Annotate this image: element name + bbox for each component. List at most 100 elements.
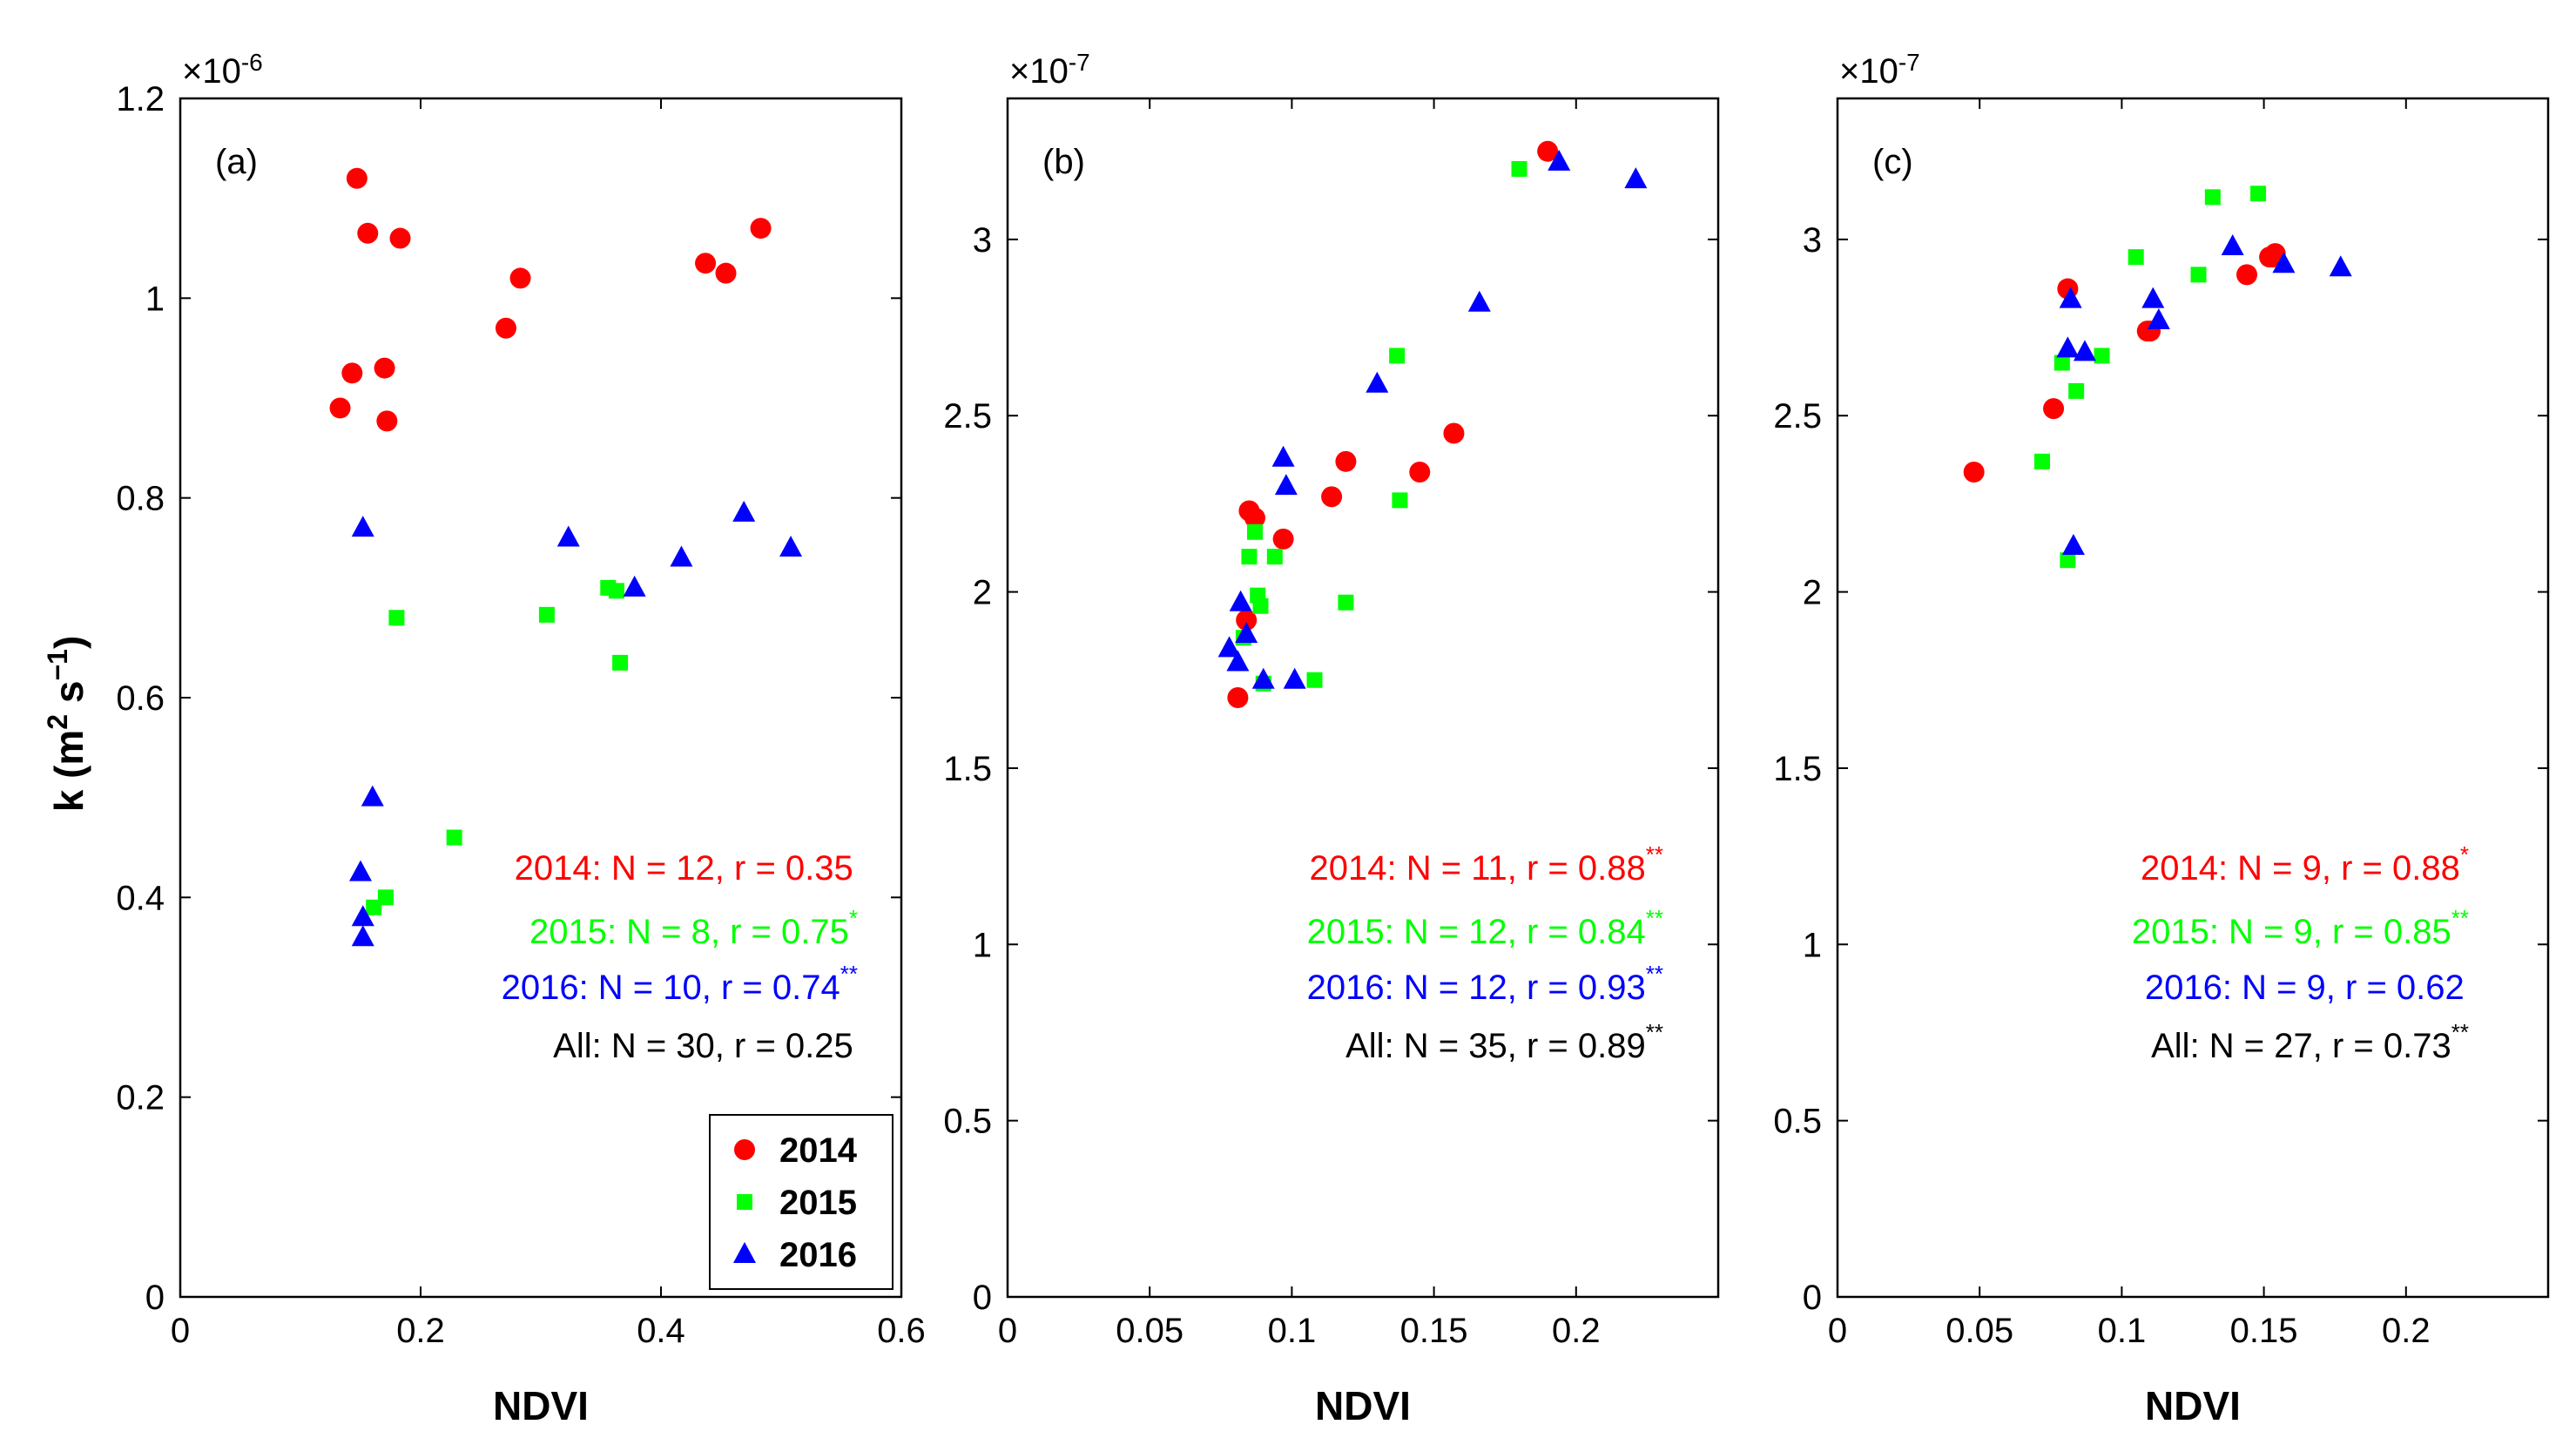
x-tick-label: 0.15 [2230,1312,2298,1350]
data-point-2016 [1283,667,1306,689]
data-point-2015 [1241,549,1258,565]
x-tick-label: 0.2 [396,1312,445,1350]
data-point-2016 [2147,307,2170,329]
data-point-2015 [446,829,462,846]
stat-annotation: 2015: N = 9, r = 0.85** [2132,905,2469,951]
x-tick-label: 0.1 [1268,1312,1317,1350]
legend-label-2014: 2014 [779,1131,858,1170]
y-tick-label: 2.5 [1773,397,1822,435]
legend-marker-2015 [737,1194,752,1210]
series-2014 [329,167,772,432]
data-point-2014 [1335,450,1357,472]
data-point-2016 [623,575,646,597]
data-point-2016 [361,785,384,807]
x-axis-label: NDVI [493,1383,589,1428]
data-point-2016 [2059,287,2082,308]
data-point-2014 [2236,264,2258,286]
data-point-2014 [1443,422,1465,444]
data-point-2016 [349,860,372,881]
x-tick-label: 0 [1828,1312,1847,1350]
data-point-2015 [2204,189,2221,206]
data-point-2015 [2060,552,2076,569]
x-tick-label: 0 [171,1312,190,1350]
data-point-2015 [2250,186,2267,202]
data-point-2014 [715,262,737,284]
data-point-2016 [670,545,693,567]
stat-annotation: 2014: N = 12, r = 0.35 [515,841,858,888]
stat-annotation: All: N = 27, r = 0.73** [2151,1019,2469,1065]
data-point-2014 [357,222,379,244]
legend-marker-2014 [734,1139,755,1160]
data-point-2014 [341,362,363,384]
data-point-2016 [1251,667,1275,689]
data-point-2014 [374,357,395,379]
data-point-2015 [2053,354,2070,371]
y-tick-label: 0.6 [116,679,165,718]
data-point-2014 [750,218,772,240]
data-point-2014 [695,253,717,274]
y-tick-label: 1.5 [943,750,992,788]
data-point-2014 [389,227,411,249]
data-point-2016 [1235,622,1258,644]
y-tick-label: 1 [145,280,165,318]
x-tick-label: 0.15 [1400,1312,1468,1350]
data-point-2016 [732,500,756,522]
legend-marker-2016 [733,1242,756,1263]
y-tick-label: 2.5 [943,397,992,435]
data-point-2015 [377,889,394,906]
data-point-2014 [1236,609,1258,631]
data-point-2016 [2272,252,2296,273]
data-point-2014 [1537,140,1559,162]
data-point-2014 [1272,528,1294,550]
data-point-2014 [1963,461,1985,483]
axis-exponent-label: ×10-6 [182,49,263,91]
data-point-2016 [2141,287,2165,308]
data-point-2014 [509,267,531,289]
y-tick-label: 2 [973,574,992,612]
x-tick-label: 0.05 [1116,1312,1183,1350]
stat-annotation: 2016: N = 10, r = 0.74** [502,961,858,1007]
stat-annotation: 2014: N = 11, r = 0.88** [1310,841,1663,888]
y-tick-label: 3 [973,221,992,260]
y-tick-label: 0 [1803,1279,1822,1317]
data-point-2015 [1266,549,1283,565]
y-tick-label: 0.5 [1773,1103,1822,1141]
plot-area-border [1006,97,1720,1299]
data-point-2014 [2043,398,2065,420]
y-tick-label: 1 [1803,926,1822,964]
data-point-2014 [2262,246,2283,268]
data-point-2016 [1271,445,1295,467]
data-point-2016 [2056,336,2080,358]
data-point-2016 [1274,474,1298,496]
data-point-2014 [1321,486,1343,508]
y-tick-label: 3 [1803,221,1822,260]
data-point-2016 [2073,340,2096,361]
panel-1: 0 0.2 0.4 0.6 0 0.2 0.4 0.6 0.8 1 1.2 ×10-6 (a) NDVI k… [42,49,926,1428]
data-point-2014 [1409,461,1431,483]
panel-label: (b) [1042,143,1085,181]
legend-label-2016: 2016 [779,1236,857,1274]
y-tick-label: 1.2 [116,80,165,118]
data-point-2015 [1511,160,1527,177]
stat-annotation: 2015: N = 12, r = 0.84** [1307,905,1663,951]
y-tick-label: 0 [145,1279,165,1317]
x-tick-label: 0.05 [1945,1312,2013,1350]
data-point-2016 [2061,533,2085,555]
data-point-2015 [608,583,624,599]
data-point-2015 [1338,594,1354,611]
stat-annotation: All: N = 35, r = 0.89** [1345,1019,1663,1065]
data-point-2016 [1467,290,1491,312]
x-tick-label: 0.1 [2098,1312,2147,1350]
stat-annotation: 2014: N = 9, r = 0.88* [2141,841,2469,888]
data-point-2015 [2128,249,2144,266]
data-point-2016 [1217,636,1241,658]
data-point-2015 [1389,348,1406,364]
data-point-2016 [556,525,580,547]
y-tick-label: 1 [973,926,992,964]
series-2015 [2034,186,2267,569]
panel-3: 0 0.05 0.1 0.15 0.2 0 0.5 1 1.5 2 2.5 3 ×10-7 (c) NDVI… [1773,49,2550,1428]
data-point-2015 [538,606,555,623]
series-2014 [1963,243,2286,483]
y-tick-label: 0 [973,1279,992,1317]
